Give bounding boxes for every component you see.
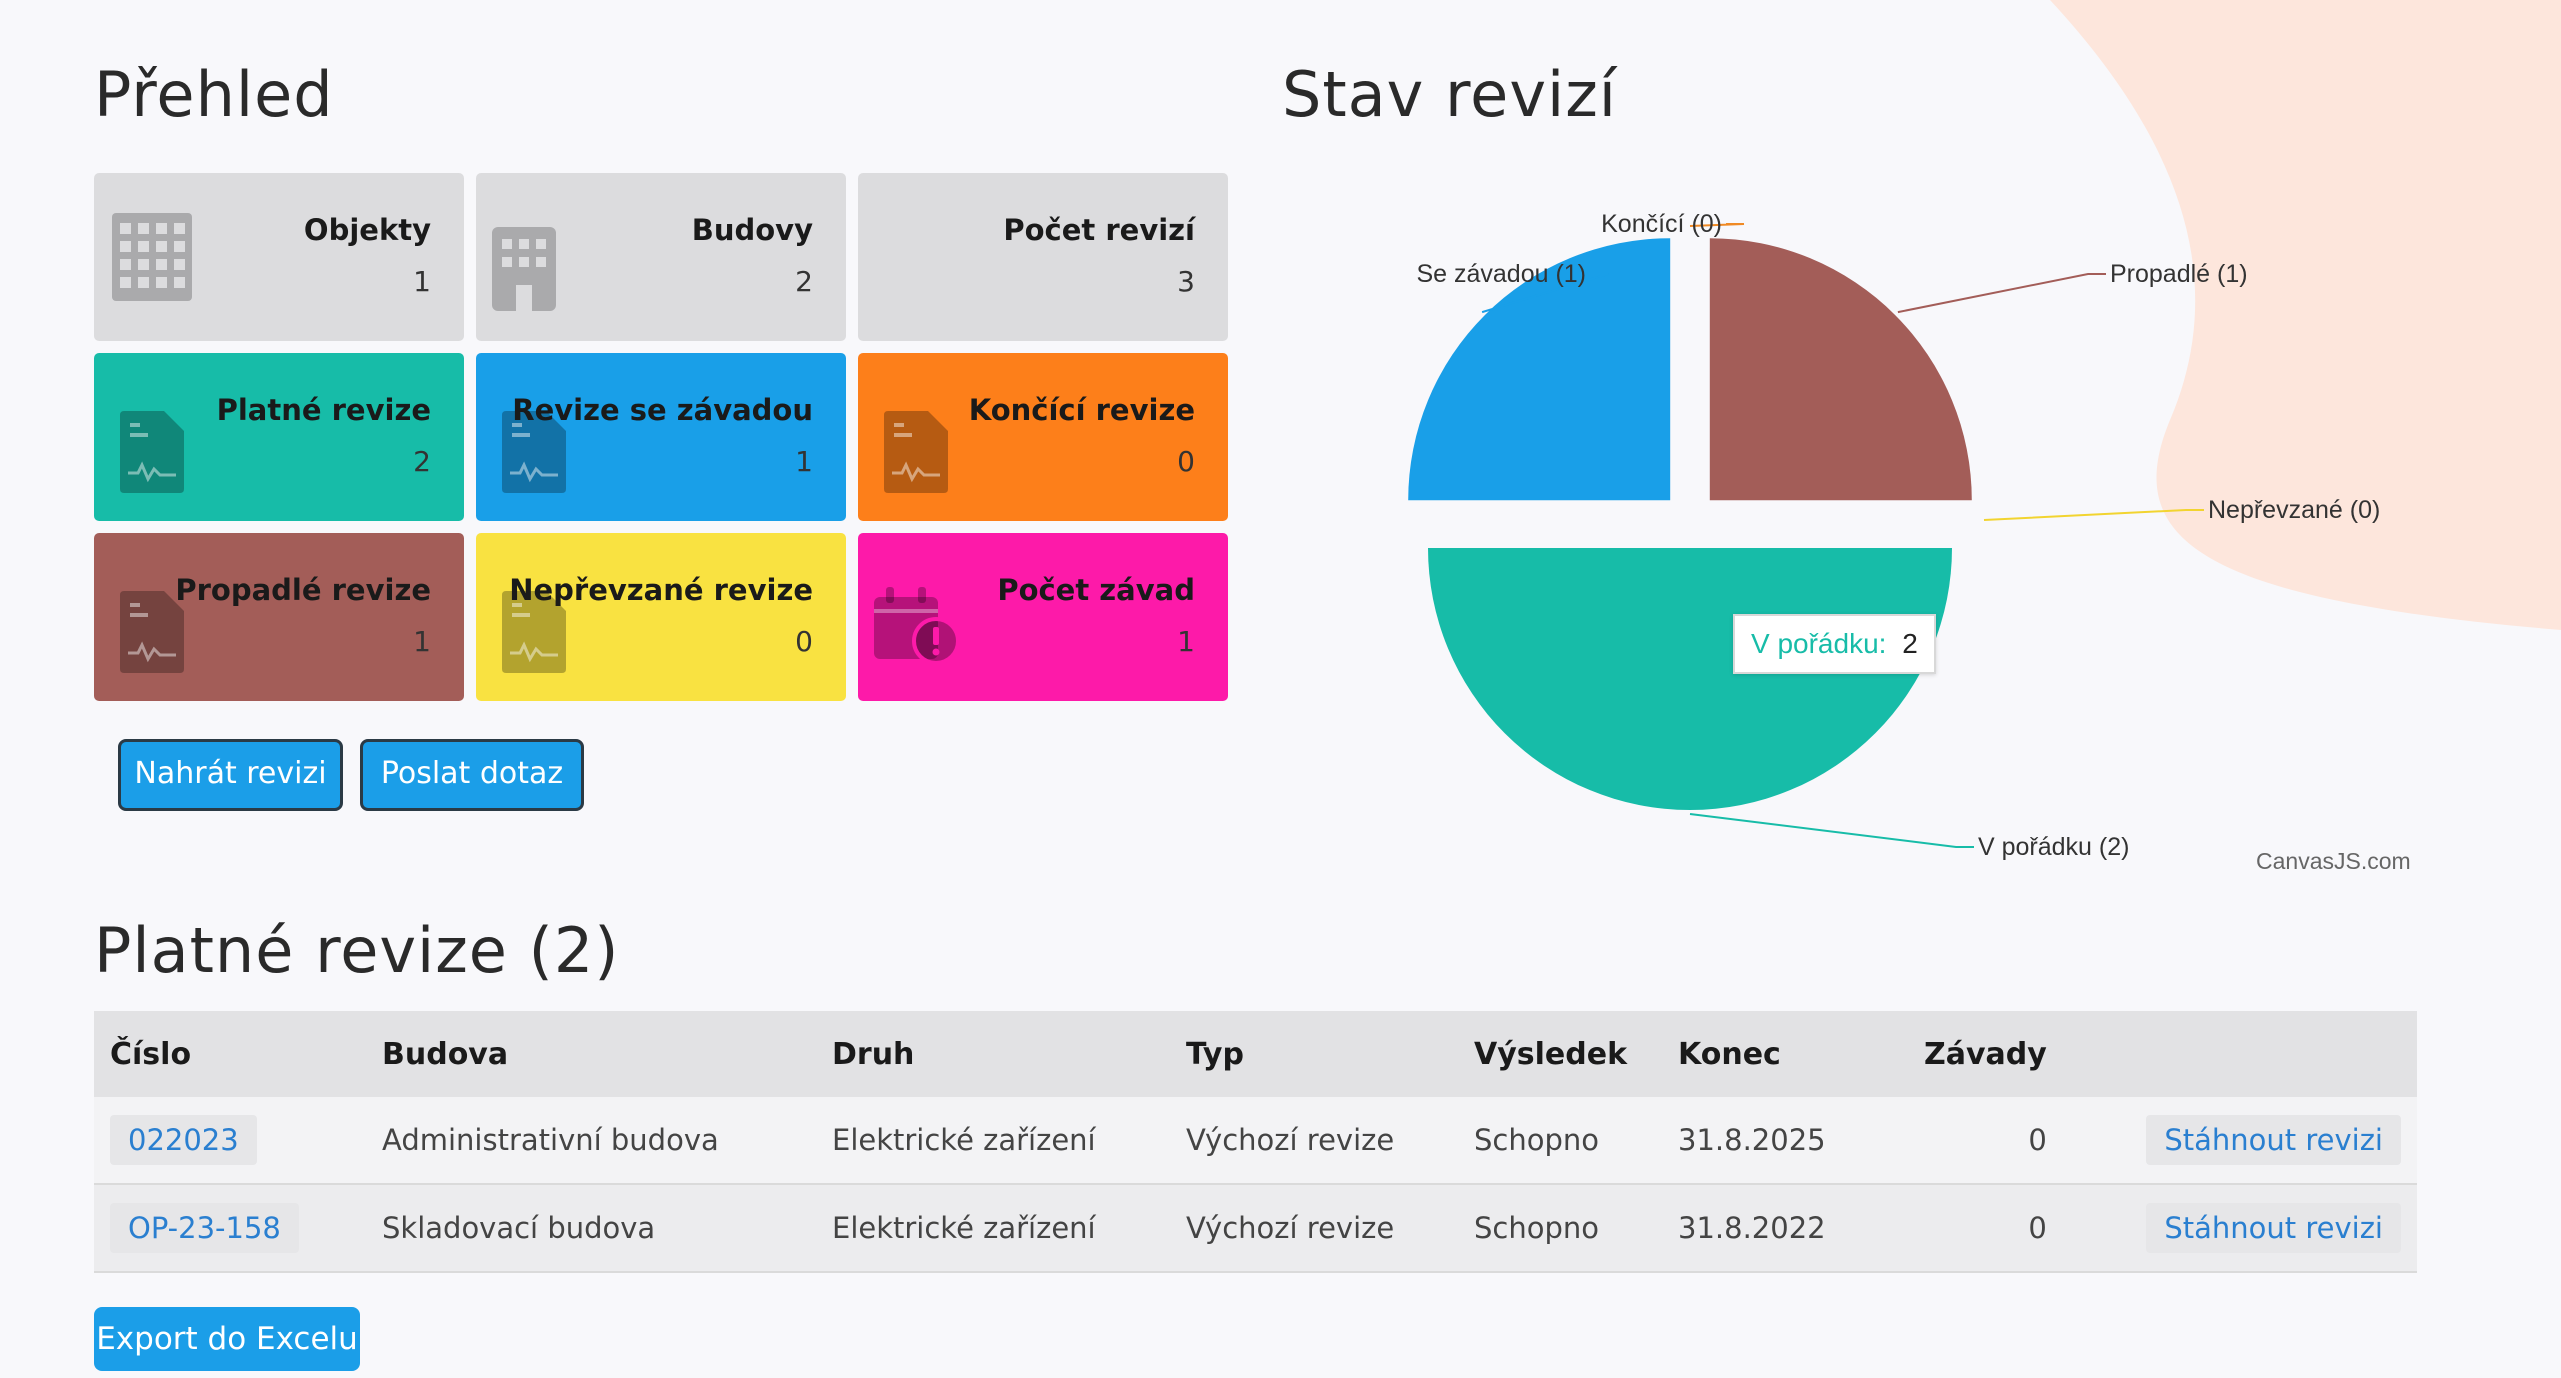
stat-tile-value: 2 — [413, 445, 431, 478]
cell-zavady: 0 — [1908, 1097, 2063, 1185]
document-chart-icon — [492, 573, 566, 677]
document-chart-icon — [110, 573, 184, 677]
cell-konec: 31.8.2022 — [1662, 1184, 1908, 1273]
stat-tile-label: Počet závad — [997, 573, 1195, 607]
pie-slice-label: Končící (0) — [1601, 210, 1722, 238]
pie-label-connector — [1481, 273, 1609, 314]
pie-slice[interactable] — [1428, 548, 1952, 810]
stat-tile-value: 0 — [1177, 445, 1195, 478]
stat-tile[interactable]: Objekty 1 — [94, 173, 464, 341]
pie-label-connector — [1689, 223, 1745, 227]
stat-tile[interactable]: Propadlé revize 1 — [94, 533, 464, 701]
col-actions — [2062, 1011, 2417, 1097]
tooltip-label: V pořádku: — [1751, 628, 1887, 659]
stat-tile-label: Končící revize — [968, 393, 1195, 427]
cell-zavady: 0 — [1908, 1184, 2063, 1273]
chart-tooltip: V pořádku: 2 — [1733, 614, 1936, 674]
pie-label-connector — [1983, 509, 2204, 521]
col-vysledek: Výsledek — [1458, 1011, 1662, 1097]
stat-tile-value: 2 — [795, 265, 813, 298]
table-row: OP-23-158 Skladovací budova Elektrické z… — [94, 1184, 2417, 1273]
table-header-row: Číslo Budova Druh Typ Výsledek Konec Záv… — [94, 1011, 2417, 1097]
download-revision-button[interactable]: Stáhnout revizi — [2146, 1115, 2401, 1165]
stat-tile-label: Objekty — [303, 213, 431, 247]
status-pie-chart: Propadlé (1) Nepřevzané (0) V pořádku (2) S… — [1408, 210, 2380, 861]
revision-number-link[interactable]: 022023 — [110, 1115, 257, 1165]
upload-revision-button[interactable]: Nahrát revizi — [118, 739, 343, 811]
stat-tile-label: Budovy — [691, 213, 813, 247]
calendar-alert-icon — [874, 573, 964, 671]
stat-tile[interactable]: Počet závad 1 — [858, 533, 1228, 701]
stat-tile-value: 1 — [413, 625, 431, 658]
cell-budova: Administrativní budova — [366, 1097, 816, 1185]
cell-vysledek: Schopno — [1458, 1097, 1662, 1185]
stat-tile[interactable]: Revize se závadou 1 — [476, 353, 846, 521]
stat-tile-value: 0 — [795, 625, 813, 658]
download-revision-button[interactable]: Stáhnout revizi — [2146, 1203, 2401, 1253]
pie-slice[interactable] — [1709, 238, 1972, 501]
cell-konec: 31.8.2025 — [1662, 1097, 1908, 1185]
stat-tile[interactable]: Počet revizí 3 — [858, 173, 1228, 341]
chart-credit[interactable]: CanvasJS.com — [2256, 848, 2411, 874]
export-excel-button[interactable]: Export do Excelu — [94, 1307, 360, 1371]
send-question-button[interactable]: Poslat dotaz — [360, 739, 584, 811]
pie-slice-label: V pořádku (2) — [1978, 833, 2129, 861]
col-konec: Konec — [1662, 1011, 1908, 1097]
col-typ: Typ — [1170, 1011, 1458, 1097]
cell-typ: Výchozí revize — [1170, 1184, 1458, 1273]
stat-tile[interactable]: Platné revize 2 — [94, 353, 464, 521]
tooltip-value: 2 — [1902, 628, 1918, 659]
stat-tile-value: 3 — [1177, 265, 1195, 298]
stat-tile-label: Propadlé revize — [175, 573, 431, 607]
valid-revisions-title: Platné revize (2) — [94, 914, 620, 987]
stat-tile[interactable]: Nepřevzané revize 0 — [476, 533, 846, 701]
document-chart-icon — [110, 393, 184, 497]
stat-tile-value: 1 — [795, 445, 813, 478]
document-chart-icon — [874, 393, 948, 497]
cell-typ: Výchozí revize — [1170, 1097, 1458, 1185]
stat-tile-value: 1 — [1177, 625, 1195, 658]
revision-number-link[interactable]: OP-23-158 — [110, 1203, 299, 1253]
pie-label-connector — [1897, 273, 2106, 314]
stat-tile[interactable]: Končící revize 0 — [858, 353, 1228, 521]
cell-vysledek: Schopno — [1458, 1184, 1662, 1273]
col-budova: Budova — [366, 1011, 816, 1097]
cell-druh: Elektrické zařízení — [816, 1097, 1170, 1185]
status-title: Stav revizí — [1282, 58, 1618, 131]
document-chart-icon — [492, 393, 566, 497]
pie-slice-label: Se závadou (1) — [1416, 260, 1586, 288]
building-small-icon — [492, 213, 556, 315]
stat-tile-value: 1 — [413, 265, 431, 298]
overview-title: Přehled — [94, 58, 334, 131]
stat-tile[interactable]: Budovy 2 — [476, 173, 846, 341]
stat-tile-label: Platné revize — [216, 393, 431, 427]
col-druh: Druh — [816, 1011, 1170, 1097]
cell-druh: Elektrické zařízení — [816, 1184, 1170, 1273]
pie-label-connector — [1689, 813, 1974, 848]
col-cislo: Číslo — [94, 1011, 366, 1097]
stat-tile-label: Nepřevzané revize — [509, 573, 813, 607]
cell-budova: Skladovací budova — [366, 1184, 816, 1273]
building-icon — [110, 213, 194, 305]
valid-revisions-table: Číslo Budova Druh Typ Výsledek Konec Záv… — [94, 1011, 2417, 1273]
pie-slice-label: Nepřevzané (0) — [2208, 496, 2380, 524]
col-zavady: Závady — [1908, 1011, 2063, 1097]
table-row: 022023 Administrativní budova Elektrické… — [94, 1097, 2417, 1185]
pie-slice-label: Propadlé (1) — [2110, 260, 2248, 288]
stat-tile-label: Počet revizí — [1003, 213, 1195, 247]
pie-slice[interactable] — [1408, 238, 1671, 501]
stat-tile-label: Revize se závadou — [512, 393, 813, 427]
